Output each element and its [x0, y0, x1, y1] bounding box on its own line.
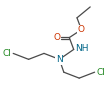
Text: N: N [56, 55, 63, 64]
Text: Cl: Cl [2, 49, 11, 58]
Text: O: O [54, 33, 61, 42]
Text: O: O [78, 25, 85, 34]
Text: NH: NH [75, 44, 89, 53]
Text: Cl: Cl [97, 68, 106, 77]
